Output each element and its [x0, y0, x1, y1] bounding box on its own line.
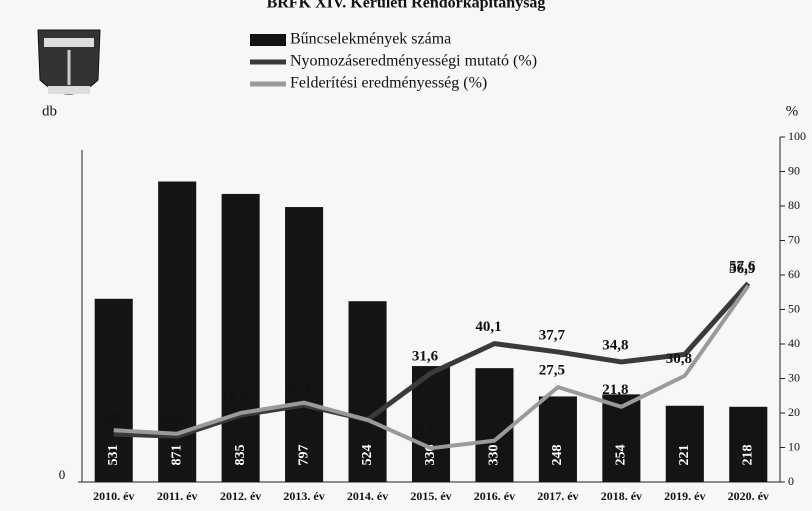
bar [729, 406, 768, 482]
line-label: 19,4 [222, 391, 249, 407]
y2-tick-label: 100 [788, 129, 806, 143]
line-label: 30,8 [666, 351, 692, 367]
x-tick-label: 2014. év [347, 489, 388, 503]
line-label: 37,7 [539, 327, 566, 343]
bar-label: 254 [614, 445, 629, 466]
x-tick-label: 2013. év [283, 489, 324, 503]
line [113, 281, 751, 439]
y2-tick-label: 80 [788, 198, 800, 212]
y2-axis-label: % [786, 103, 799, 119]
y2-tick-label: 70 [788, 232, 800, 246]
legend-label: Felderítési eredményesség (%) [290, 75, 487, 92]
bar-label: 218 [740, 445, 755, 466]
line-label: 9,8 [416, 424, 435, 440]
y2-tick-label: 0 [788, 474, 794, 488]
chart-title: BRFK XIV. Kerületi Rendőrkapitányság [267, 0, 546, 12]
line [113, 284, 750, 451]
x-tick-label: 2010. év [93, 489, 134, 503]
y-tick-label: 0 [59, 467, 66, 482]
line-label: 27,5 [539, 363, 565, 379]
bar-label: 835 [233, 445, 248, 466]
x-tick-label: 2017. év [537, 489, 578, 503]
bar [348, 301, 387, 482]
y2-tick-label: 30 [788, 370, 800, 384]
legend-label: Nyomozáseredményességi mutató (%) [290, 53, 537, 70]
bar-label: 531 [106, 445, 121, 466]
bar-label: 221 [677, 445, 692, 466]
line-label: 22,3 [285, 381, 311, 397]
line-label: 34,8 [602, 337, 628, 353]
x-tick-label: 2020. év [728, 489, 769, 503]
line-label: 57,6 [729, 259, 756, 275]
line-label: 56,9 [729, 261, 755, 277]
bar [285, 207, 324, 482]
line-label: 13,3 [158, 412, 184, 428]
bar [602, 394, 641, 482]
bar-label: 871 [169, 445, 184, 466]
y2-tick-label: 90 [788, 163, 800, 177]
y2-tick-label: 60 [788, 267, 800, 281]
y2-tick-label: 50 [788, 301, 800, 315]
bar [538, 396, 577, 482]
x-tick-label: 2012. év [220, 489, 261, 503]
bar-label: 797 [296, 445, 311, 466]
bar [665, 405, 704, 482]
x-tick-label: 2016. év [474, 489, 515, 503]
y-axis-label: db [42, 103, 57, 119]
x-tick-label: 2018. év [601, 489, 642, 503]
bar-label: 524 [360, 445, 375, 466]
bar [221, 193, 260, 483]
y2-tick-label: 20 [788, 405, 800, 419]
line-label: 21,8 [602, 382, 628, 398]
bar [94, 298, 133, 482]
line-label: 40,1 [475, 319, 501, 335]
bar-label: 248 [550, 445, 565, 466]
legend-swatch [250, 34, 286, 46]
bar [475, 368, 514, 482]
line-label: 31,6 [412, 348, 439, 364]
logo [37, 29, 101, 95]
bar-label: 330 [487, 445, 502, 466]
y2-tick-label: 40 [788, 336, 800, 350]
y2-tick-label: 10 [788, 439, 800, 453]
line-label: 13,9 [95, 409, 121, 425]
legend-label: Bűncselekmények száma [290, 31, 451, 48]
x-tick-label: 2011. év [157, 489, 198, 503]
x-tick-label: 2015. év [410, 489, 451, 503]
x-tick-label: 2019. év [664, 489, 705, 503]
